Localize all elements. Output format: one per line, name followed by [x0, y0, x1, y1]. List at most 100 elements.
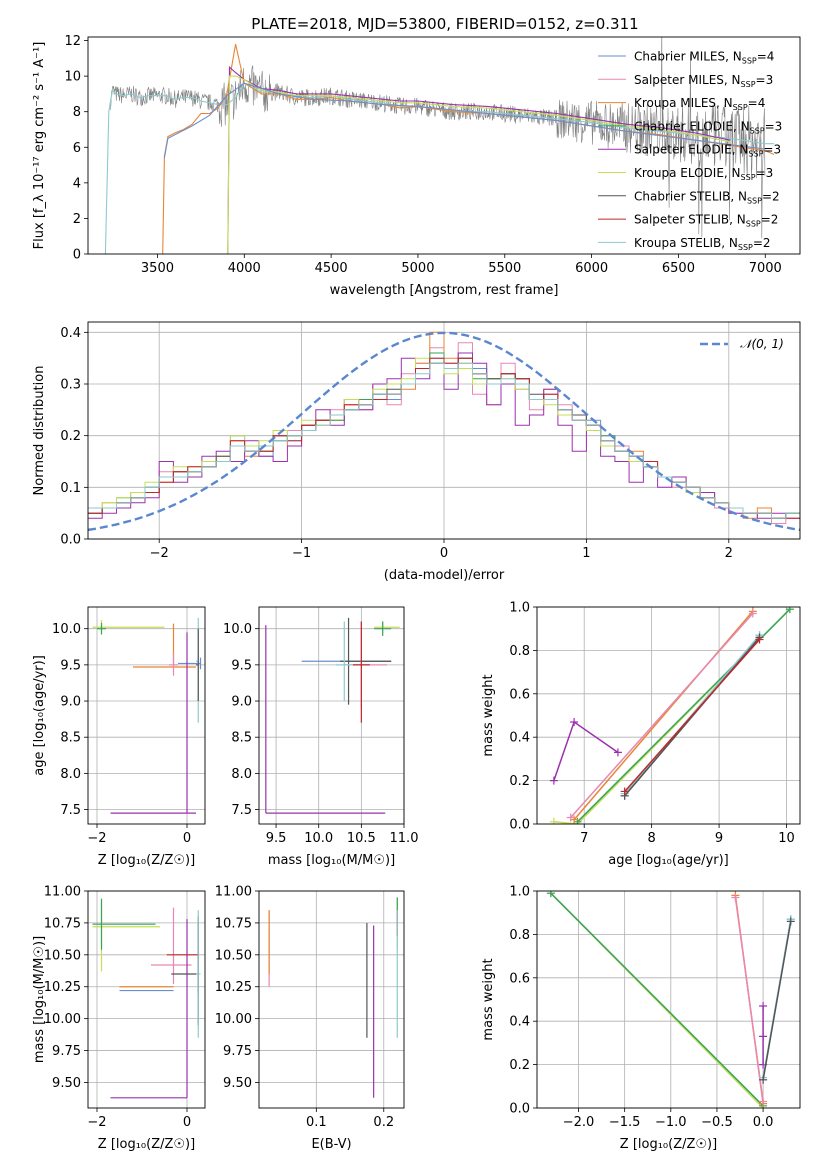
chart-mass_vs_Z: −2 0 9.50 9.75 10.00 10.25 10.50 10.75 11.00 Z [l…: [32, 885, 206, 1152]
plus-marker: [759, 1097, 768, 1106]
legend-label: Chabrier STELIB, NSSP=2: [634, 189, 780, 205]
legend-label: Kroupa ELODIE, NSSP=3: [634, 166, 773, 182]
y-axis-label: mass [log₁₀(M/M☉)]: [32, 936, 47, 1063]
y-axis-label: Flux [f_λ 10⁻¹⁷ erg cm⁻² s⁻¹ A⁻¹]: [32, 42, 47, 250]
chart-age_vs_Z: −2 0 7.5 8.0 8.5 9.0 9.5 10.0 Z [log₁₀(Z/Z☉)] age…: [32, 606, 206, 868]
y-tick-label: 9.5: [231, 658, 252, 673]
legend: Chabrier MILES, NSSP=4 Salpeter MILES, NS…: [598, 50, 782, 252]
y-tick-label: 9.0: [231, 695, 252, 710]
axes-frame: [536, 890, 801, 1109]
plus-marker: [613, 748, 622, 757]
y-tick-label: 9.50: [52, 1076, 81, 1091]
x-tick-label: 7000: [749, 261, 782, 276]
y-tick-label: 4: [73, 176, 81, 191]
x-tick-label: −1.5: [609, 1115, 641, 1130]
x-axis-label: E(B-V): [311, 1137, 351, 1152]
plus-marker: [546, 891, 555, 898]
legend-label: Salpeter ELODIE, NSSP=3: [634, 143, 781, 159]
y-tick-label: 0.2: [509, 774, 530, 789]
x-tick-label: 1: [582, 546, 590, 561]
chart-mass_weight_vs_age: 7 8 9 10 0.0 0.2 0.4 0.6 0.8 1.0 age [log₁₀(age/yr…: [481, 601, 801, 868]
plot-area: [92, 617, 202, 814]
plus-marker: [566, 813, 575, 822]
x-tick-label: 8: [648, 831, 656, 846]
y-tick-label: 0.8: [509, 644, 530, 659]
legend-label: Kroupa STELIB, NSSP=2: [634, 236, 771, 252]
x-tick-label: 3500: [141, 261, 174, 276]
chart-spectrum: 3500 4000 4500 5000 5500 6000 6500 7000 0 2 4 6 8 10 1…: [32, 34, 801, 298]
chart-residuals: −2 −1 0 1 2 0.0 0.1 0.2 0.3 0.4 (data-model)/error…: [32, 321, 801, 583]
y-tick-label: 10.0: [52, 622, 81, 637]
plus-marker: [785, 607, 794, 614]
plot-area: [92, 898, 201, 1099]
x-axis-label: Z [log₁₀(Z/Z☉)]: [98, 1137, 195, 1152]
x-tick-label: 4000: [228, 261, 261, 276]
y-tick-label: 10.0: [223, 622, 252, 637]
y-tick-label: 9.0: [60, 695, 81, 710]
x-tick-label: 2: [725, 546, 733, 561]
x-tick-label: 0.0: [753, 1115, 774, 1130]
histogram-series: [88, 362, 800, 519]
x-tick-label: 7: [580, 831, 588, 846]
mass-weight-series: [553, 720, 619, 781]
plus-marker: [549, 817, 558, 824]
x-tick-label: −2: [87, 1115, 106, 1130]
plus-marker: [755, 635, 764, 644]
x-tick-label: 0: [183, 1115, 191, 1130]
y-tick-label: 7.5: [231, 803, 252, 818]
y-tick-label: 11.00: [44, 885, 81, 900]
plus-marker: [748, 609, 757, 618]
x-tick-label: 5000: [401, 261, 434, 276]
y-axis-label: age [log₁₀(age/yr)]: [32, 655, 47, 776]
y-tick-label: 2: [73, 212, 81, 227]
plot-area: [268, 897, 398, 1098]
y-axis-label: mass weight: [481, 958, 496, 1040]
plus-marker: [759, 1075, 768, 1084]
mass-weight-series: [570, 613, 754, 818]
y-tick-label: 10.00: [215, 1012, 252, 1027]
x-axis-label: (data-model)/error: [384, 568, 505, 583]
plus-marker: [731, 893, 740, 902]
y-tick-label: 12: [64, 34, 81, 49]
x-tick-label: 4500: [315, 261, 348, 276]
x-tick-label: −0.5: [701, 1115, 733, 1130]
x-tick-label: 9: [715, 831, 723, 846]
y-tick-label: 0.4: [509, 731, 530, 746]
y-axis-label: mass weight: [481, 674, 496, 756]
legend-label: Salpeter MILES, NSSP=3: [634, 73, 773, 89]
y-tick-label: 0: [73, 248, 81, 263]
y-tick-label: 10: [64, 70, 81, 85]
x-axis-label: age [log₁₀(age/yr)]: [608, 853, 729, 868]
y-tick-label: 0.1: [60, 481, 81, 496]
legend-label: 𝒩(0, 1): [740, 337, 784, 351]
y-tick-label: 7.5: [60, 803, 81, 818]
x-axis-label: wavelength [Angstrom, rest frame]: [330, 283, 559, 298]
y-tick-label: 10.50: [44, 948, 81, 963]
x-tick-label: 6500: [662, 261, 695, 276]
y-tick-label: 1.0: [509, 601, 530, 616]
y-tick-label: 8.5: [231, 731, 252, 746]
y-tick-label: 0.4: [60, 326, 81, 341]
x-tick-label: 6000: [575, 261, 608, 276]
x-tick-label: 10.0: [304, 831, 333, 846]
y-tick-label: 9.75: [52, 1044, 81, 1059]
plot-area: [104, 37, 775, 254]
x-axis-label: Z [log₁₀(Z/Z☉)]: [98, 853, 195, 868]
x-tick-label: 11.0: [390, 831, 419, 846]
x-axis-label: mass [log₁₀(M/M☉)]: [268, 853, 395, 868]
model-spectrum: [104, 82, 774, 254]
y-axis-label: Normed distribution: [32, 366, 47, 496]
chart-mass_vs_ebv: 0.1 0.2 9.50 9.75 10.00 10.25 10.50 10.75 11.00 E…: [215, 885, 405, 1152]
figure-title: PLATE=2018, MJD=53800, FIBERID=0152, z=0…: [251, 15, 638, 33]
plus-marker: [549, 776, 558, 785]
model-spectrum: [227, 65, 731, 254]
x-tick-label: −2: [150, 546, 169, 561]
y-tick-label: 11.00: [215, 885, 252, 900]
x-tick-label: 5500: [488, 261, 521, 276]
y-tick-label: 9.50: [223, 1076, 252, 1091]
y-tick-label: 0.2: [60, 429, 81, 444]
y-tick-label: 8.5: [60, 731, 81, 746]
x-tick-label: 9.5: [266, 831, 287, 846]
y-tick-label: 8.0: [60, 767, 81, 782]
